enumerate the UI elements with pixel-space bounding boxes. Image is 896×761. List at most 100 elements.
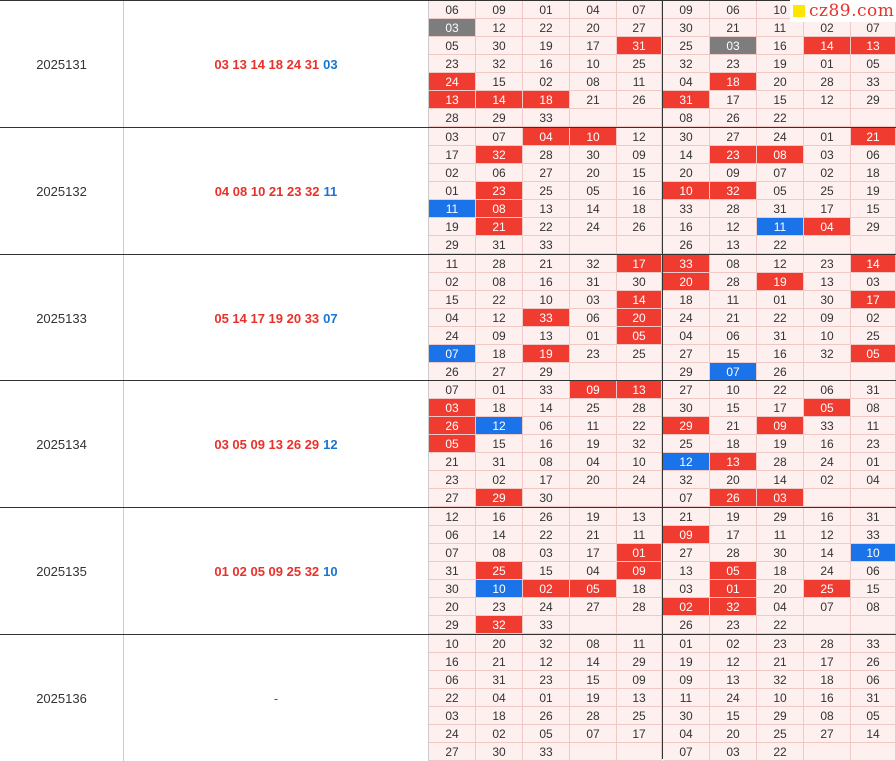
number-cell: 17 [429,146,476,164]
number-cell [570,616,617,634]
number-cell: 25 [570,399,617,417]
number-cell: 11 [757,526,804,544]
number-cell [570,109,617,127]
number-cell: 31 [851,381,896,399]
number-cell: 27 [663,381,710,399]
red-balls: 04 08 10 21 23 32 [214,183,320,199]
number-cell: 25 [617,345,662,363]
number-cell: 04 [851,471,896,489]
number-cell: 29 [476,489,523,507]
number-cell: 20 [617,309,662,327]
number-cell: 16 [523,273,570,291]
number-cell: 10 [804,327,851,345]
number-cell: 30 [523,489,570,507]
number-cell: 03 [757,489,804,507]
number-cell: 24 [617,471,662,489]
number-cell: 18 [476,345,523,363]
number-cell: 05 [710,562,757,580]
number-cell: 26 [710,489,757,507]
number-cell: 13 [523,200,570,218]
number-cell: 32 [476,616,523,634]
number-cell: 09 [476,1,523,19]
number-cell: 19 [663,653,710,671]
number-cell: 22 [757,236,804,254]
number-cell: 04 [429,309,476,327]
number-cell: 20 [757,73,804,91]
number-cell: 08 [804,707,851,725]
number-cell: 01 [757,291,804,309]
number-cell [804,743,851,761]
number-cell: 29 [757,508,804,526]
number-cell: 11 [570,417,617,435]
number-cell: 03 [710,743,757,761]
number-cell: 26 [429,417,476,435]
number-cell: 15 [570,671,617,689]
period-row: 2025133 05 14 17 19 20 33 07 11 28 21 32 17 02 08… [0,254,896,381]
number-cell: 31 [851,689,896,707]
number-cell: 01 [617,544,662,562]
number-cell: 01 [851,453,896,471]
number-cell: 03 [710,37,757,55]
number-cell: 15 [476,73,523,91]
number-cell: 29 [429,236,476,254]
number-cell: 05 [617,327,662,345]
number-cell [804,363,851,381]
number-cell: 05 [851,345,896,363]
period-row: 2025136-10 20 32 08 11 16 21 12 14 29 06 31 23 15 09 22… [0,634,896,761]
number-cell: 29 [617,653,662,671]
number-cell: 27 [804,725,851,743]
number-cell: 23 [570,345,617,363]
number-cell: 23 [476,182,523,200]
number-cell: 17 [617,255,662,273]
red-balls: 03 13 14 18 24 31 [214,56,320,72]
number-cell: 03 [429,19,476,37]
number-cell: 28 [570,707,617,725]
number-cell: 28 [617,598,662,616]
number-cell: 08 [851,598,896,616]
number-cell: 02 [429,273,476,291]
number-cell [570,363,617,381]
number-cell: 13 [663,562,710,580]
number-cell: 18 [804,671,851,689]
number-cell: 07 [476,128,523,146]
period-row: 2025135 01 02 05 09 25 32 10 12 16 26 19 13 06 14… [0,507,896,634]
number-cell: 14 [523,399,570,417]
number-cell: 24 [804,453,851,471]
number-cell: 11 [757,19,804,37]
number-cell: 21 [757,653,804,671]
issue-number: 2025134 [0,381,124,507]
number-cell: 18 [851,164,896,182]
number-cell: 15 [851,200,896,218]
number-cell: 05 [523,725,570,743]
number-cell: 12 [429,508,476,526]
number-cell: 22 [757,743,804,761]
number-cell: 02 [804,164,851,182]
number-cell: 18 [617,200,662,218]
number-cell: 25 [523,182,570,200]
number-cell: 12 [804,91,851,109]
number-cell: 05 [804,399,851,417]
number-cell: 16 [757,345,804,363]
number-cell [804,236,851,254]
number-cell: 05 [429,435,476,453]
number-cell: 20 [570,471,617,489]
number-cell: 01 [476,381,523,399]
number-cell: 33 [851,526,896,544]
number-cell: 33 [663,200,710,218]
number-cell: 18 [476,399,523,417]
number-cell: 10 [570,128,617,146]
number-cell: 17 [851,291,896,309]
number-cell: 22 [523,19,570,37]
number-cell: 32 [757,671,804,689]
number-cell: 10 [663,182,710,200]
number-cell: 24 [663,309,710,327]
draw-result: 03 13 14 18 24 31 03 [124,1,429,127]
number-cell: 07 [429,345,476,363]
number-cell: 28 [523,146,570,164]
number-cell: 26 [710,109,757,127]
number-cell: 10 [757,689,804,707]
number-cell [617,743,662,761]
number-cell: 10 [429,635,476,653]
number-cell: 16 [523,435,570,453]
number-cell: 03 [429,128,476,146]
